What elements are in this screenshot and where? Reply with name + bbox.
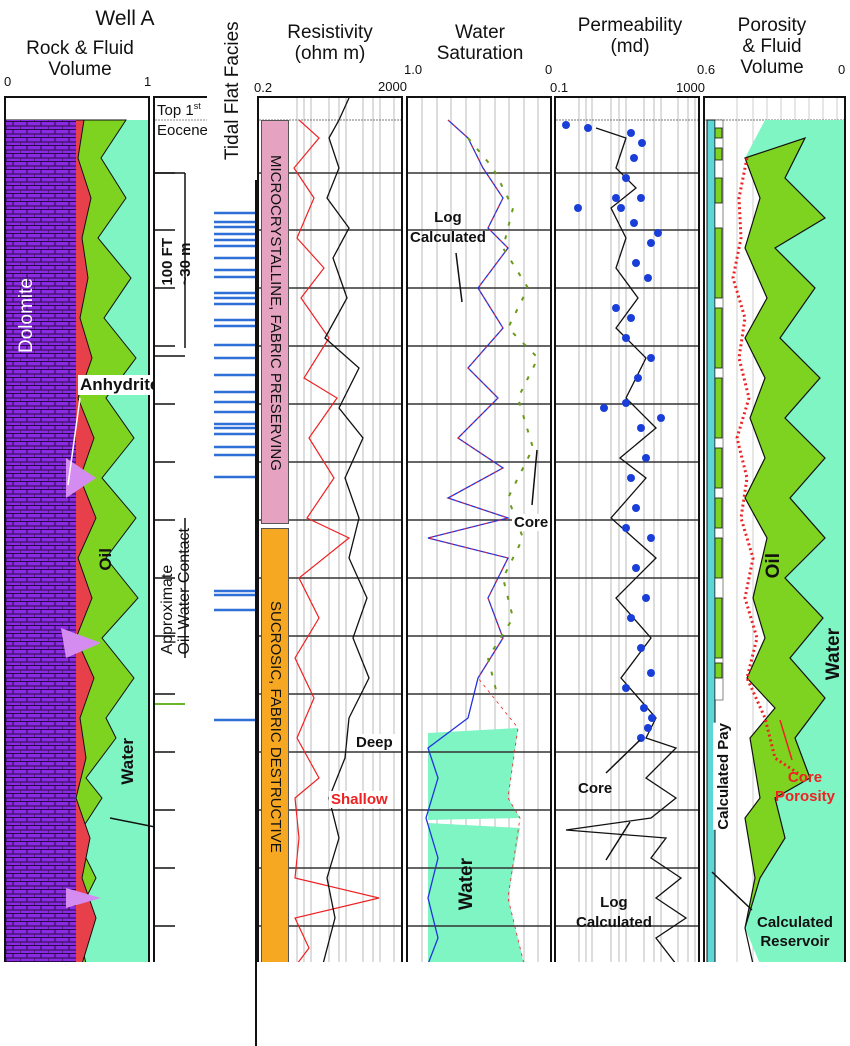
sw-log-calculated-label: Log Calculated (410, 209, 486, 246)
oil-label: Oil (96, 548, 115, 571)
eocene-label: Eocene (157, 122, 207, 139)
perm-plot (556, 98, 698, 962)
sw-header-line2: Saturation (436, 43, 524, 64)
porosity-scale-right: 0 (838, 62, 846, 77)
permeability-track: Core Log Calculated (554, 96, 700, 962)
resistivity-header: Resistivity (ohm m) (270, 22, 390, 64)
rock-fluid-plot (6, 98, 148, 962)
shallow-label: Shallow (329, 791, 390, 808)
perm-scale-right: 1000 (676, 80, 705, 95)
resistivity-track: MICROCRYSTALLINE, FABRIC PRESERVING SUCR… (257, 96, 403, 962)
anhydrite-label: Anhydrite (78, 375, 162, 395)
core-porosity-label: Core Porosity (775, 769, 836, 805)
resistivity-scale-left: 0.2 (254, 80, 273, 95)
porosity-scale-left: 0.6 (697, 62, 716, 77)
top-eocene-label: Top 1st Eocene (157, 101, 207, 139)
porosity-header-line2: & Fluid (742, 36, 802, 57)
well-title: Well A (95, 7, 155, 30)
resistivity-scale-right: 2000 (378, 79, 407, 94)
perm-header-line1: Permeability (577, 15, 683, 36)
rock-fluid-track: Dolomite Oil Water (4, 96, 150, 962)
depth-ticks (155, 119, 207, 927)
porosity-header-line3: Volume (740, 57, 804, 78)
resistivity-header-line1: Resistivity (287, 22, 373, 43)
sw-header-line1: Water (455, 22, 505, 43)
fabric-sucrosic: SUCROSIC, FABRIC DESTRUCTIVE (261, 528, 289, 962)
resistivity-header-line2: (ohm m) (294, 43, 366, 64)
scale-bar-label: 100 FT ~30 m (159, 238, 194, 286)
calculated-pay-label: Calculated Pay (713, 723, 734, 830)
porosity-water-label: Water (823, 628, 844, 681)
calculated-reservoir-label: Calculated Reservoir (757, 914, 833, 950)
rock-fluid-header-line2: Volume (48, 59, 112, 80)
dolomite-label: Dolomite (16, 278, 37, 353)
perm-header-line2: (md) (610, 36, 650, 57)
perm-core-label: Core (578, 780, 613, 797)
sw-core-label: Core (512, 514, 550, 531)
fabric-upper-label: MICROCRYSTALLINE, FABRIC PRESERVING (267, 155, 284, 471)
perm-log-calculated-label: Log Calculated (576, 894, 652, 931)
depth-track: Top 1st Eocene 100 FT ~30 m Approximate Oi… (153, 96, 207, 962)
fabric-lower-label: SUCROSIC, FABRIC DESTRUCTIVE (267, 601, 284, 853)
porosity-plot (705, 98, 844, 962)
rock-fluid-scale-right: 1 (144, 74, 152, 89)
porosity-oil-label: Oil (763, 553, 784, 579)
porosity-track: Oil Water Core Porosity Calculated Pay C… (703, 96, 846, 962)
sw-scale-right: 0 (545, 62, 553, 77)
facies-track (207, 180, 257, 1046)
rock-fluid-header: Rock & Fluid Volume (10, 38, 150, 80)
sw-plot (408, 98, 550, 962)
perm-scale-left: 0.1 (550, 80, 569, 95)
rock-fluid-header-line1: Rock & Fluid (26, 38, 134, 59)
permeability-header: Permeability (md) (570, 15, 690, 57)
sw-water-label: Water (456, 858, 477, 911)
fabric-microcrystalline: MICROCRYSTALLINE, FABRIC PRESERVING (261, 120, 289, 524)
porosity-header: Porosity & Fluid Volume (722, 15, 822, 78)
deep-label: Deep (354, 734, 395, 751)
facies-lines (214, 211, 255, 722)
water-saturation-header: Water Saturation (420, 22, 540, 64)
sw-scale-left: 1.0 (404, 62, 423, 77)
water-saturation-track: Log Calculated Core Water (406, 96, 552, 962)
rock-fluid-scale-left: 0 (4, 74, 12, 89)
facies-header: Tidal Flat Facies (222, 21, 243, 160)
water-label: Water (118, 738, 137, 785)
porosity-header-line1: Porosity (737, 15, 807, 36)
owc-label: Approximate Oil-Water Contact (159, 528, 193, 655)
